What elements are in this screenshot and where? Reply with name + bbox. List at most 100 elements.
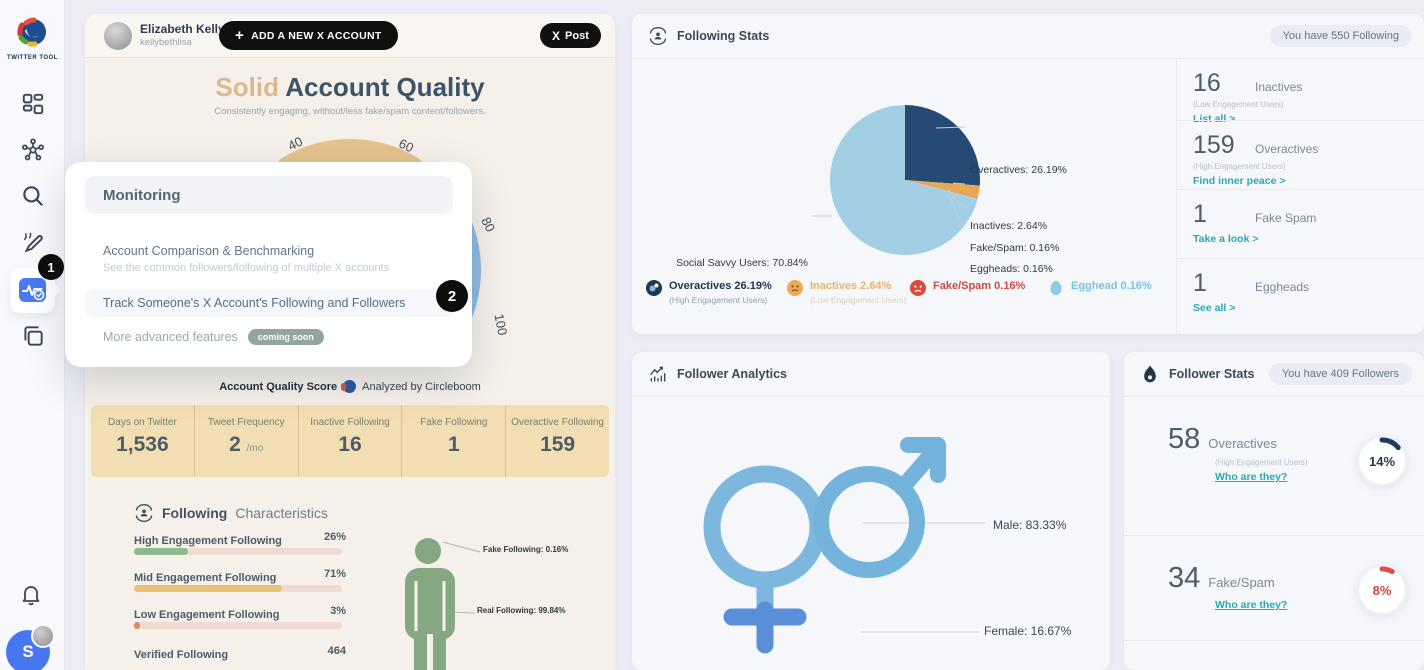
overactives-donut-chart: 14% — [1354, 433, 1410, 489]
account-handle: kellybethlisa — [140, 37, 192, 48]
list-all-link[interactable]: List all > — [1193, 113, 1236, 125]
following-side-stats: 16 Inactives (Low Engagement Users) List … — [1177, 59, 1424, 334]
follower-stats-card: Follower Stats You have 409 Followers 58… — [1124, 352, 1424, 670]
overactives-icon — [646, 280, 662, 296]
legend-fake-spam: Fake/Spam 0.16% — [910, 280, 1025, 296]
notifications-bell-icon[interactable] — [19, 582, 43, 606]
sidebar-item-monitoring-active[interactable] — [10, 268, 62, 313]
svg-text:14%: 14% — [1369, 454, 1395, 469]
following-stats-card: Following Stats You have 550 Following O… — [632, 14, 1424, 334]
sidebar: TWITTER TOOL — [0, 0, 65, 670]
user-photo-avatar[interactable] — [31, 624, 55, 648]
callout-inactives: Inactives: 2.64% — [970, 220, 1048, 232]
gauge-tick-100: 100 — [491, 312, 511, 337]
circleboom-mini-icon — [341, 380, 357, 393]
following-stats-header: Following Stats You have 550 Following — [632, 14, 1424, 59]
gauge-tick-40: 40 — [285, 133, 306, 154]
x-logo-icon: X — [552, 28, 561, 43]
account-avatar[interactable] — [104, 22, 132, 50]
step-badge-1: 1 — [38, 254, 64, 280]
follower-stats-header: Follower Stats You have 409 Followers — [1124, 352, 1424, 397]
follower-stat-inactives: 82Inactives — [1124, 640, 1424, 670]
take-a-look-link[interactable]: Take a look > — [1193, 233, 1259, 245]
real-following-callout: Real Following: 99.84% — [477, 606, 566, 615]
popup-title-box: Monitoring — [85, 176, 453, 214]
logo-label: TWITTER TOOL — [7, 55, 58, 61]
stat-tweet-frequency: Tweet Frequency 2 /mo — [195, 405, 299, 477]
compose-icon[interactable] — [20, 229, 46, 255]
verified-following-row: Verified Following 464 — [134, 645, 346, 661]
layers-icon[interactable] — [20, 323, 46, 349]
search-icon[interactable] — [20, 183, 46, 209]
users-icon — [649, 27, 667, 45]
menu-item-more-features[interactable]: More advanced features coming soon — [103, 329, 324, 345]
stat-days-on-twitter: Days on Twitter 1,536 — [91, 405, 195, 477]
engagement-bars: High Engagement Following 26% Mid Engage… — [134, 531, 346, 670]
monitoring-icon — [19, 278, 46, 302]
stat-inactive-following: Inactive Following 16 — [299, 405, 403, 477]
follower-analytics-card: Follower Analytics Male: 83.33% Female: … — [632, 352, 1110, 670]
follower-analytics-header: Follower Analytics — [632, 352, 1110, 397]
follower-count-badge: You have 409 Followers — [1268, 363, 1412, 385]
coming-soon-badge: coming soon — [247, 329, 324, 345]
following-pie-chart — [812, 105, 980, 255]
gender-pictogram-chart — [703, 437, 985, 654]
legend-inactives: Inactives 2.64% (Low Engagement Users) — [787, 280, 906, 305]
female-percentage-label: Female: 16.67% — [984, 624, 1072, 638]
divider — [1176, 59, 1177, 334]
sad-face-icon — [787, 280, 803, 296]
real-following-pictogram — [405, 538, 481, 670]
stat-overactive-following: Overactive Following 159 — [511, 417, 604, 456]
who-are-they-link[interactable]: Who are they? — [1215, 471, 1288, 483]
step-badge-2: 2 — [436, 280, 468, 312]
summary-stats-row: Days on Twitter 1,536 Tweet Frequency 2 … — [91, 405, 609, 477]
score-caption: Account Quality Score Analyzed by Circle… — [219, 380, 481, 393]
find-inner-peace-link[interactable]: Find inner peace > — [1193, 175, 1286, 187]
see-all-link[interactable]: See all > — [1193, 302, 1236, 314]
legend-egghead: Egghead 0.16% — [1048, 280, 1152, 296]
menu-item-track-account[interactable]: Track Someone's X Account's Following an… — [85, 289, 455, 317]
follower-stat-fake-spam: 34 Fake/Spam Who are they? 8% — [1124, 535, 1424, 640]
callout-eggheads: Eggheads: 0.16% — [970, 263, 1053, 275]
fake-spam-donut-chart: 8% — [1354, 562, 1410, 618]
male-percentage-label: Male: 83.33% — [993, 518, 1067, 532]
users-icon — [135, 504, 153, 522]
svg-text:8%: 8% — [1373, 583, 1392, 598]
gauge-tick-60: 60 — [396, 135, 416, 156]
circleboom-logo-icon — [12, 12, 52, 52]
account-quality-subtitle: Consistently engaging, without/less fake… — [214, 106, 486, 117]
popup-title: Monitoring — [103, 186, 181, 204]
menu-item-account-comparison-desc: See the common followers/following of mu… — [103, 262, 390, 274]
menu-item-account-comparison[interactable]: Account Comparison & Benchmarking — [103, 244, 315, 258]
trend-chart-icon — [649, 366, 666, 382]
side-stat-fake-spam: 1 Fake Spam Take a look > — [1177, 189, 1424, 258]
side-stat-overactives: 159 Overactives (High Engagement Users) F… — [1177, 120, 1424, 189]
callout-overactives: Overactives: 26.19% — [970, 164, 1067, 176]
following-characteristics-title: Following Characteristics — [134, 503, 328, 523]
fake-following-callout: Fake Following: 0.16% — [483, 545, 569, 554]
who-are-they-link[interactable]: Who are they? — [1215, 599, 1288, 611]
following-count-badge: You have 550 Following — [1269, 25, 1412, 47]
gauge-tick-80: 80 — [478, 214, 499, 235]
callout-social-savvy: Social Savvy Users: 70.84% — [676, 257, 808, 269]
plus-icon: + — [235, 27, 245, 44]
account-header: Elizabeth Kelly kellybethlisa + ADD A NE… — [85, 14, 615, 58]
stat-fake-following: Fake Following 1 — [402, 405, 507, 477]
add-account-button[interactable]: + ADD A NEW X ACCOUNT — [219, 21, 398, 50]
network-icon[interactable] — [20, 137, 46, 163]
side-stat-inactives: 16 Inactives (Low Engagement Users) List … — [1193, 69, 1303, 125]
bar-mid-engagement: Mid Engagement Following 71% — [134, 568, 346, 605]
egg-icon — [1050, 281, 1062, 295]
monitoring-popup: Monitoring Account Comparison & Benchmar… — [65, 162, 472, 367]
account-quality-title: Solid Account Quality — [215, 72, 485, 102]
dashboard-icon[interactable] — [20, 91, 46, 117]
following-pie-area: Overactives: 26.19% Inactives: 2.64% Fak… — [632, 59, 1176, 289]
legend-overactives: Overactives 26.19% (High Engagement User… — [646, 280, 772, 305]
callout-fake-spam: Fake/Spam: 0.16% — [970, 242, 1060, 254]
bar-low-engagement: Low Engagement Following 3% — [134, 605, 346, 642]
follower-stat-overactives: 58 Overactives (High Engagement Users) Wh… — [1124, 397, 1424, 535]
x-post-button[interactable]: X Post — [540, 23, 601, 48]
flame-icon — [1144, 365, 1156, 383]
bar-high-engagement: High Engagement Following 26% — [134, 531, 346, 568]
